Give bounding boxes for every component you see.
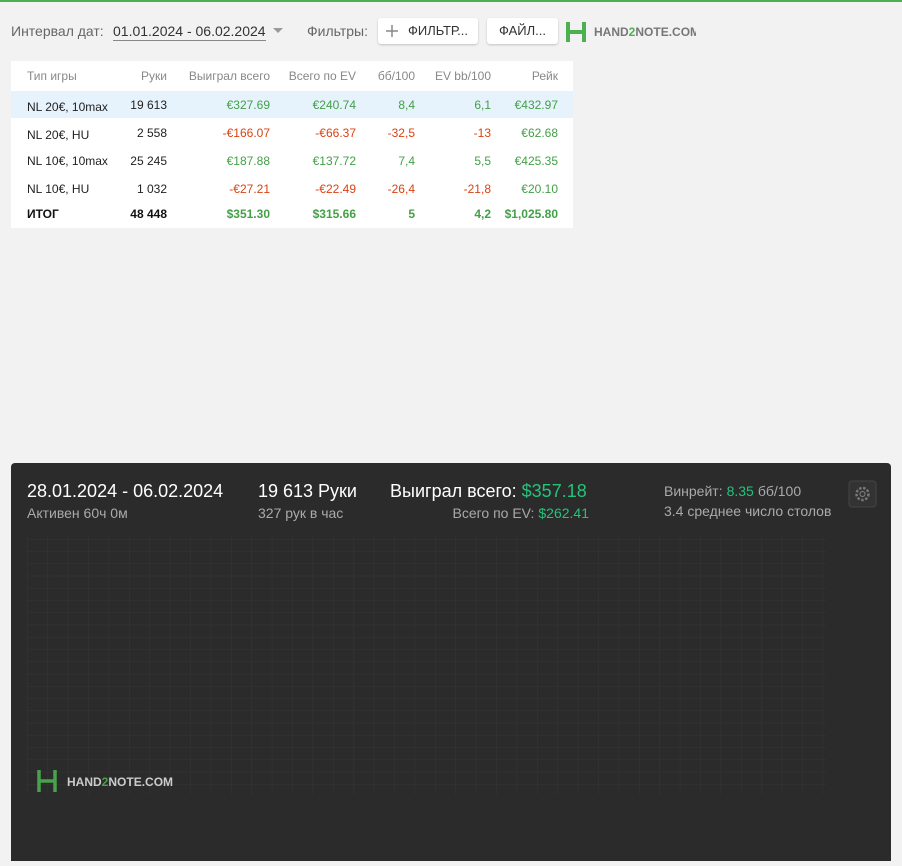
logo-text: HAND2NOTE.COM [594,25,696,39]
table-cell: -€22.49 [315,182,356,196]
gear-center [859,490,866,498]
table-cell: -€27.21 [229,182,270,196]
table-cell: €20.10 [521,182,558,196]
panel-date: 28.01.2024 - 06.02.2024 [27,481,223,501]
table-cell: 5,5 [474,154,491,168]
table-cell: -32,5 [387,126,415,140]
panel-ev: Всего по EV: $262.41 [452,505,589,521]
table-cell: €137.72 [312,154,356,168]
filters-label: Фильтры: [307,23,368,39]
table-cell: €327.69 [226,98,270,112]
file-button[interactable]: ФАЙЛ... [487,18,558,44]
table-cell: 25 245 [130,154,167,168]
plot-area [27,537,826,795]
column-header: Всего по EV [288,69,356,83]
date-range[interactable]: 01.01.2024 - 06.02.2024 [113,23,266,41]
game-type: NL 20€, HU [27,128,90,142]
watermark-text: HAND2NOTE.COM [67,775,173,789]
table-cell: -€66.37 [315,126,356,140]
filter-button-text: ФИЛЬТР... [408,23,468,38]
chart: 28.01.2024 - 06.02.2024 Активен 60ч 0м 1… [27,480,877,795]
table-cell: 19 613 [130,98,167,112]
column-header: Рейк [531,69,558,83]
panel-won: Выиграл всего: $357.18 [390,481,587,501]
column-header: EV bb/100 [434,69,491,83]
gear-icon [855,486,870,502]
table-cell: 8,4 [398,98,415,112]
total-cell: $315.66 [312,207,356,221]
column-header: Выиграл всего [188,69,270,83]
panel-active: Активен 60ч 0м [27,505,128,521]
logo: HAND2NOTE.COM [566,22,696,42]
file-button-text: ФАЙЛ... [499,23,546,38]
top-bar [0,0,902,2]
table-cell: -€166.07 [222,126,270,140]
panel-hands-per-hour: 327 рук в час [258,505,343,521]
date-label: Интервал дат: [11,23,104,39]
column-header: Тип игры [27,69,77,83]
game-type: NL 10€, 10max [27,154,108,168]
game-type: NL 10€, HU [27,182,90,196]
table-cell: -26,4 [387,182,415,196]
dropdown-arrow[interactable] [272,27,284,35]
panel-hands: 19 613 Руки [258,481,357,501]
table-cell: €187.88 [226,154,270,168]
game-type: NL 20€, 10max [27,100,108,114]
panel-winrate: Винрейт: 8.35 бб/100 [664,483,801,499]
table-cell: 6,1 [474,98,491,112]
row-highlight [11,91,573,118]
table-cell: 7,4 [398,154,415,168]
table-cell: -21,8 [463,182,491,196]
table-cell: €62.68 [521,126,558,140]
total-cell: 48 448 [130,207,167,221]
total-cell: 5 [408,207,415,221]
watermark: HAND2NOTE.COM [37,770,173,792]
table-cell: €425.35 [514,154,558,168]
column-header: Руки [141,69,167,83]
table-cell: 1 032 [136,182,167,196]
stats-table: Тип игры Руки Выиграл всего Всего по EV бб/1… [11,61,573,228]
column-header: бб/100 [377,69,415,83]
total-cell: 4,2 [474,207,491,221]
table-cell: -13 [473,126,491,140]
table-cell: €240.74 [312,98,356,112]
table-cell: 2 558 [136,126,167,140]
settings-button[interactable] [848,480,877,508]
graph-panel: 28.01.2024 - 06.02.2024 Активен 60ч 0м 1… [11,463,891,861]
plus-icon [386,25,398,37]
total-cell: ИТОГ [27,207,59,221]
table-cell: €432.97 [514,98,558,112]
total-cell: $1,025.80 [504,207,558,221]
total-cell: $351.30 [226,207,270,221]
panel-tables: 3.4 среднее число столов [664,503,831,519]
